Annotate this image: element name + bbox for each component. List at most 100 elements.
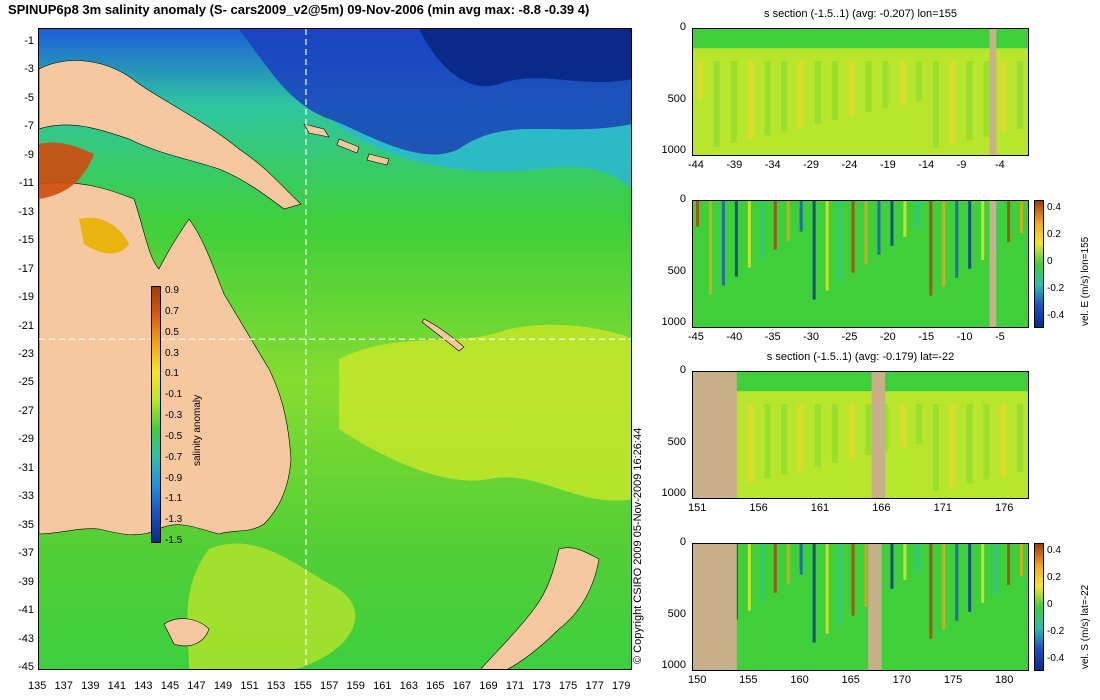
high-anomaly-cape [79,217,129,254]
section-surface-layer [693,372,1028,392]
section-streak [747,61,754,140]
velocity-colorbar-tick: -0.4 [1047,653,1065,664]
velocity-streak [812,201,816,300]
section-panel-plot [692,371,1029,499]
map-colorbar-tick: -1.3 [165,514,183,526]
section-y-tick: 1000 [661,486,686,499]
velocity-streak [851,544,855,616]
map-lat-tick: -3 [24,63,34,76]
section-streak [730,61,737,143]
velocity-colorbar-tick: 0.4 [1047,202,1061,213]
low-salinity-transition [329,119,631,188]
map-lon-tick: 147 [187,680,206,692]
section-x-tick: 150 [688,674,707,686]
section-streak [831,61,838,120]
section-panel-title: s section (-1.5..1) (avg: -0.207) lon=15… [764,8,957,20]
velocity-colorbar [1034,543,1044,671]
map-lat-tick: -1 [24,35,34,47]
map-colorbar-tick: -0.9 [165,472,183,484]
salinity-map [38,28,632,670]
velocity-streak [825,201,829,291]
map-lon-tick: 141 [107,680,126,692]
section-x-tick: -14 [918,159,935,171]
velocity-colorbar-label: vel. E (m/s) lon=155 [1080,236,1091,326]
velocity-streak [812,544,816,643]
velocity-colorbar [1034,200,1044,328]
velocity-streak [942,201,946,287]
section-x-tick: -4 [995,159,1005,171]
section-land-mask [693,372,737,498]
copyright-text: © Copyright CSIRO 2009 05-Nov-2009 16:26… [632,427,644,664]
new-zealand-land [480,547,600,669]
map-colorbar-tick: -0.5 [165,430,183,442]
map-lat-tick: -19 [18,291,34,304]
section-x-tick: 166 [872,502,891,514]
figure-title: SPINUP6p8 3m salinity anomaly (S- cars20… [8,2,590,17]
map-lon-tick: 171 [505,680,525,692]
section-x-tick: 156 [749,502,768,514]
section-panel-title: s section (-1.5..1) (avg: -0.179) lat=-2… [766,351,955,363]
velocity-streak [799,544,803,575]
velocity-streak [877,201,881,255]
velocity-colorbar-label: vel. S (m/s) lat=-22 [1080,584,1091,669]
map-lat-tick: -17 [18,262,34,275]
section-y-tick: 500 [667,607,686,620]
map-lat-tick: -5 [24,91,34,104]
section-x-tick: -19 [879,159,896,171]
map-lon-tick: 157 [320,680,339,692]
section-x-tick: -34 [764,159,781,171]
section-streak [798,404,805,471]
section-y-tick: 500 [667,435,686,448]
section-y-tick: 500 [667,92,686,105]
section-streak [798,61,805,128]
velocity-streak [838,201,842,282]
section-streak [882,61,889,109]
section-x-tick: -15 [918,331,935,343]
section-y-tick: 0 [679,193,686,205]
velocity-streak [1007,544,1011,585]
velocity-streak [786,544,790,584]
section-streak [932,61,939,149]
section-land-mask [871,372,886,498]
section-x-tick: -25 [841,331,858,343]
velocity-streak [890,201,894,246]
velocity-colorbar-tick: 0.2 [1047,572,1061,583]
tasmania-land [163,618,210,647]
section-streak [848,61,855,117]
velocity-streak [838,544,842,625]
section-y-tick: 0 [679,21,686,33]
map-lat-tick: -37 [18,547,34,560]
section-streak [1000,61,1007,133]
velocity-streak [851,201,855,273]
section-streak [814,404,821,467]
section-x-tick: 155 [739,674,758,686]
section-x-tick: -5 [995,331,1005,343]
map-colorbar-tick: -1.1 [165,493,183,505]
new-guinea-land [39,60,302,210]
new-caledonia-land [421,318,465,352]
map-lat-tick: -25 [18,376,34,389]
map-colorbar-tick: -0.3 [165,410,183,421]
velocity-streak [773,201,777,250]
velocity-streak [916,201,920,228]
map-colorbar-tick: -0.1 [165,389,183,401]
section-x-tick: 161 [810,502,830,514]
section-streak [966,61,973,141]
section-streak [764,404,771,479]
velocity-streak [903,201,907,237]
section-x-tick: 175 [943,674,963,686]
map-colorbar-tick: -0.7 [165,451,183,463]
high-salinity-region [339,324,631,501]
map-lon-tick: 135 [28,680,47,692]
section-x-tick: 170 [892,674,912,686]
velocity-streak [1020,544,1024,576]
velocity-streak [708,201,712,295]
velocity-colorbar-tick: 0.2 [1047,229,1061,240]
map-colorbar [151,286,161,543]
map-lat-tick: -43 [18,632,34,645]
velocity-streak [760,201,764,259]
map-lon-tick: 143 [134,680,153,692]
map-lon-tick: 177 [585,680,604,692]
velocity-streak [799,201,803,232]
